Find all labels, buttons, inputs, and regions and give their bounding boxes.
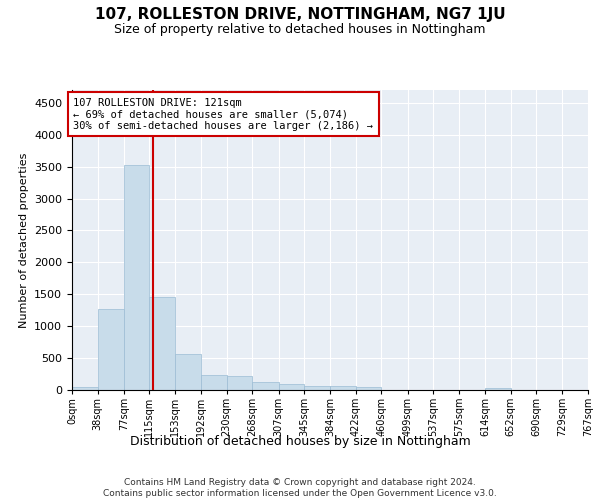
Text: Contains HM Land Registry data © Crown copyright and database right 2024.
Contai: Contains HM Land Registry data © Crown c… [103, 478, 497, 498]
Text: Distribution of detached houses by size in Nottingham: Distribution of detached houses by size … [130, 435, 470, 448]
Bar [72, 387, 98, 390]
Bar [201, 376, 227, 390]
Bar [149, 298, 175, 390]
Text: 107, ROLLESTON DRIVE, NOTTINGHAM, NG7 1JU: 107, ROLLESTON DRIVE, NOTTINGHAM, NG7 1J… [95, 8, 505, 22]
Bar [227, 376, 252, 390]
Bar [278, 384, 304, 390]
Bar [356, 388, 382, 390]
Bar [124, 166, 149, 390]
Text: Size of property relative to detached houses in Nottingham: Size of property relative to detached ho… [114, 22, 486, 36]
Bar [485, 388, 511, 390]
Bar [304, 386, 331, 390]
Bar [98, 309, 124, 390]
Bar [252, 382, 278, 390]
Text: 107 ROLLESTON DRIVE: 121sqm
← 69% of detached houses are smaller (5,074)
30% of : 107 ROLLESTON DRIVE: 121sqm ← 69% of det… [73, 98, 373, 131]
Y-axis label: Number of detached properties: Number of detached properties [19, 152, 29, 328]
Bar [331, 386, 356, 390]
Bar [175, 354, 201, 390]
